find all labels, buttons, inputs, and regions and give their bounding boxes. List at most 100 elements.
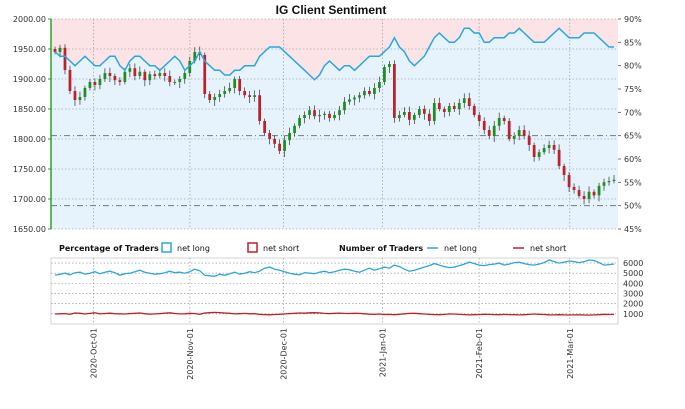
candle-body [183,73,187,79]
candle-body [507,121,511,139]
candle-body [532,145,536,157]
count-tick-label: 6000 [623,259,643,268]
candle-body [238,79,242,91]
candle-body [218,94,222,97]
candle-body [407,112,411,120]
candle-body [502,118,506,121]
candle-body [168,76,172,82]
candle-body [388,64,391,67]
percent-tick-label: 90% [624,15,642,24]
candle-body [462,98,466,103]
legend: Percentage of Traders net long net short… [59,242,566,253]
candle-body [612,179,616,181]
candle-body [103,73,107,79]
candle-body [203,55,207,94]
candle-body [143,71,147,81]
candle-body [398,115,401,118]
candle-body [248,95,252,97]
candle-body [412,115,416,120]
candle-body [328,113,331,118]
candle-body [477,115,481,121]
price-tick-label: 1700.00 [13,195,46,204]
candle-body [577,190,581,196]
candle-body [193,52,197,61]
candle-body [58,47,62,52]
percent-tick-label: 70% [624,108,642,117]
candle-body [567,175,571,187]
candle-body [402,112,406,115]
candle-body [592,191,596,196]
legend-pct-short-label: net short [263,244,299,253]
date-tick-label: 2020-Nov-01 [186,328,195,380]
legend-num-long-label: net long [444,244,477,253]
price-tick-label: 1800.00 [13,135,46,144]
candle-body [522,130,526,136]
date-tick-label: 2021-Mar-01 [566,328,575,379]
candle-body [98,79,102,85]
candle-body [208,94,212,100]
percent-tick-label: 50% [624,202,642,211]
candle-body [188,61,192,73]
candle-body [467,98,471,106]
candle-body [378,82,381,88]
candle-body [333,115,336,118]
chart-title: IG Client Sentiment [276,3,387,17]
price-tick-label: 1850.00 [13,105,46,114]
candle-body [542,148,546,153]
candle-body [233,79,237,88]
candle-body [68,70,72,91]
candle-body [383,67,386,82]
percent-tick-label: 65% [624,132,642,141]
short-bias-area [51,19,618,80]
candle-body [93,82,97,85]
candle-body [53,49,57,52]
candle-body [163,73,167,76]
net-long-count-line [54,259,615,277]
candle-body [373,88,376,94]
candle-body [597,185,601,196]
candle-body [273,139,276,144]
candle-body [363,91,366,96]
candle-body [552,145,556,150]
candle-body [178,79,182,82]
percent-tick-label: 60% [624,155,642,164]
candle-body [582,196,586,199]
candle-body [198,52,202,55]
candle-body [108,73,112,76]
candle-body [492,125,496,136]
candle-body [348,99,351,102]
candle-body [223,91,227,94]
candle-body [338,110,341,115]
percent-tick-label: 55% [624,178,642,187]
percent-tick-label: 85% [624,38,642,47]
candle-body [527,136,531,145]
candle-body [497,118,501,126]
candle-body [148,74,152,81]
price-tick-label: 1750.00 [13,165,46,174]
percent-tick-label: 80% [624,62,642,71]
candle-body [313,110,316,117]
candle-body [173,82,177,83]
price-tick-label: 1900.00 [13,75,46,84]
candle-body [602,182,606,186]
candle-body [83,88,87,97]
candle-body [587,191,591,199]
count-tick-label: 4000 [623,279,643,288]
candle-body [88,82,92,88]
net-short-count-line [54,311,615,316]
candle-body [472,106,476,115]
candle-body [243,91,247,96]
candle-body [432,103,436,121]
price-tick-label: 1950.00 [13,45,46,54]
legend-num-short-label: net short [530,244,566,253]
candle-body [417,109,421,115]
candle-body [268,133,271,139]
net-long-percent-line [54,27,614,81]
candle-body [158,73,162,76]
legend-pct-long-swatch [161,242,172,253]
candle-body [487,130,491,136]
legend-number-label: Number of Traders [339,244,423,253]
